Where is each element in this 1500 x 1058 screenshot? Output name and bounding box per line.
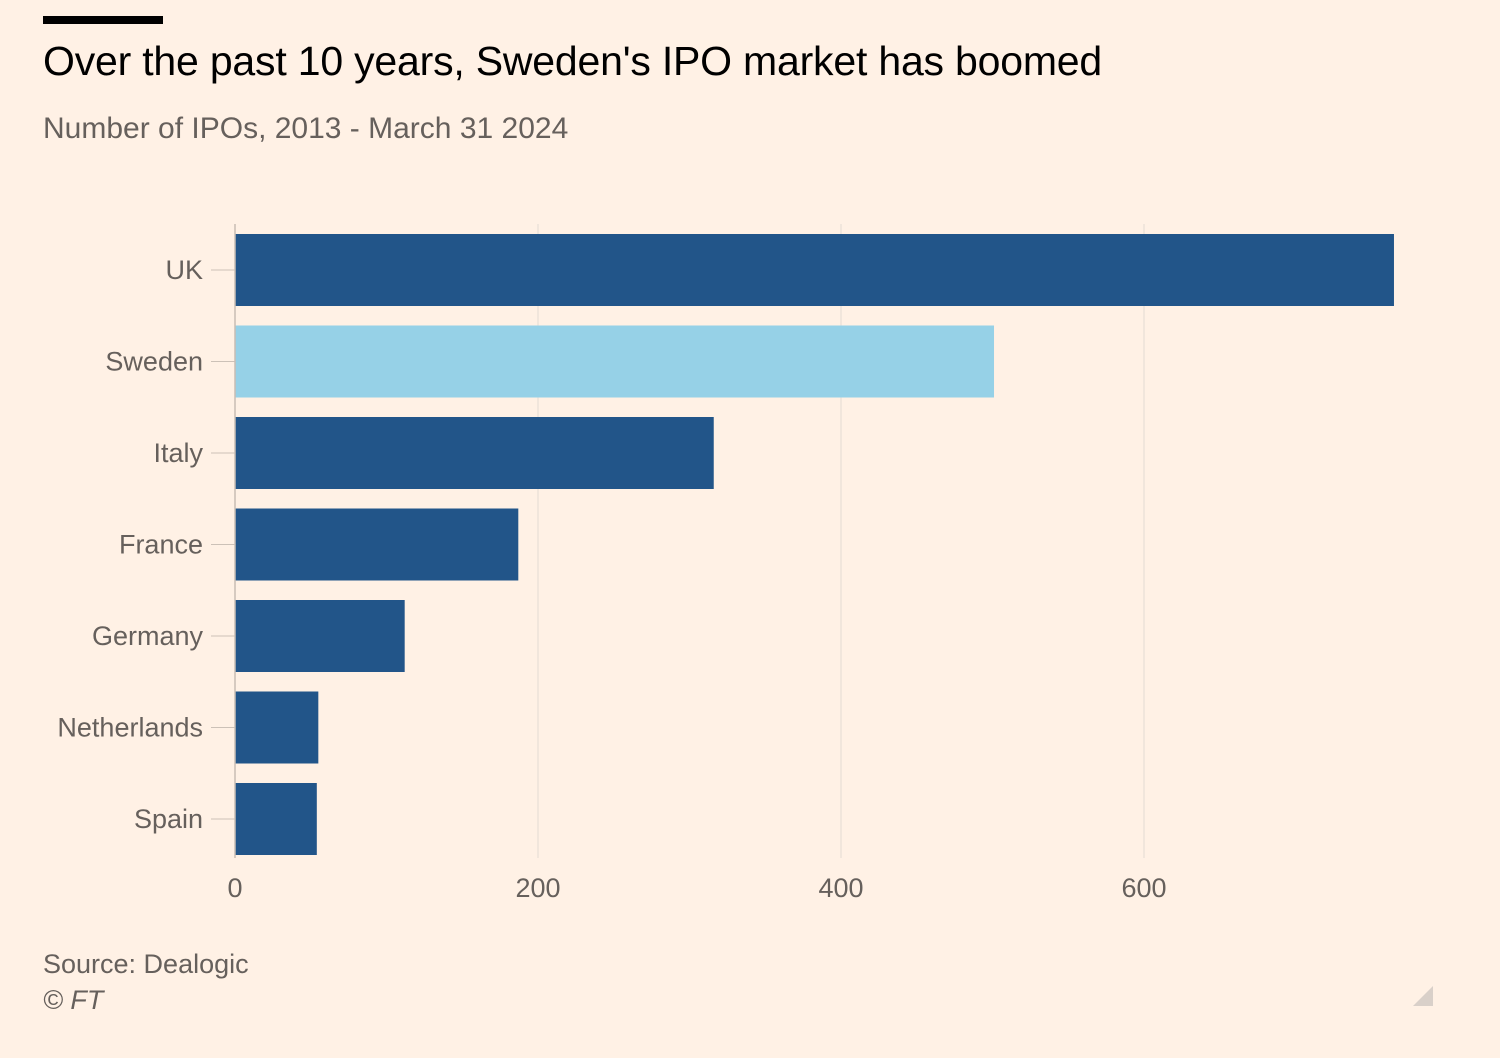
category-label: Italy [153, 438, 203, 468]
chart-title: Over the past 10 years, Sweden's IPO mar… [43, 38, 1103, 84]
source-note: Source: Dealogic [43, 949, 249, 979]
bar-spain [235, 783, 317, 855]
x-tick-label: 200 [515, 873, 560, 903]
bar-sweden [235, 325, 995, 398]
category-label: Spain [134, 804, 203, 834]
x-tick-label: 600 [1121, 873, 1166, 903]
resize-corner-icon [1413, 986, 1433, 1006]
copyright-credit: © FT [43, 985, 104, 1015]
category-label: UK [165, 255, 203, 285]
category-label: Netherlands [57, 713, 203, 743]
x-tick-label: 400 [818, 873, 863, 903]
category-label: France [119, 530, 203, 560]
bar-germany [235, 600, 405, 672]
title-rule [43, 16, 163, 24]
chart-subtitle: Number of IPOs, 2013 - March 31 2024 [43, 112, 569, 145]
bar-netherlands [235, 691, 319, 764]
category-label: Germany [92, 621, 204, 651]
x-tick-label: 0 [227, 873, 242, 903]
category-label: Sweden [105, 347, 203, 377]
bar-uk [235, 234, 1394, 306]
bar-france [235, 508, 519, 581]
bar-italy [235, 417, 714, 489]
